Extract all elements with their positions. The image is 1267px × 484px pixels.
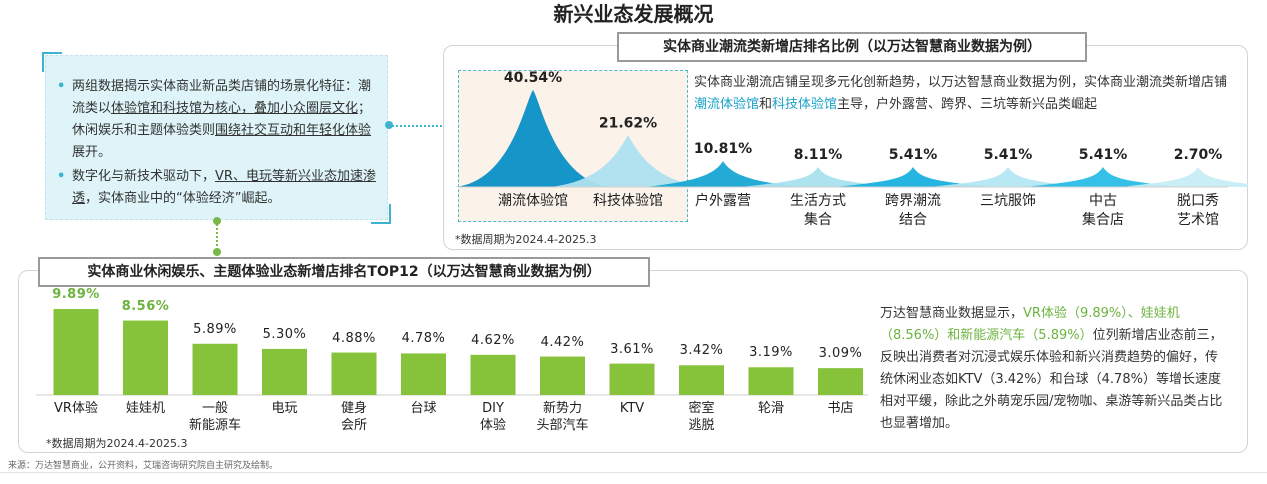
trend-chart: 40.54% 21.62% 10.81% 8.11% 5.41% 5.41% 5.41% 2.… (455, 70, 1248, 188)
bar-value-label: 3.19% (749, 345, 793, 361)
bar-category-label: 健身 (340, 401, 367, 416)
bar-category-label: 一般 (201, 401, 228, 416)
bracket-top-left (42, 52, 62, 72)
bar-value-label: 4.78% (401, 331, 446, 347)
summary-bullet-2: 数字化与新技术驱动下，VR、电玩等新兴业态加速渗透，实体商业中的“体验经济”崛起… (57, 166, 377, 210)
peak-category-label: 中古 (1089, 193, 1117, 209)
peak-3 (740, 167, 896, 187)
peak-category-label: 三坑服饰 (980, 193, 1036, 209)
peak-value-label: 5.41% (889, 147, 938, 163)
bar-category-label: 电玩 (271, 401, 298, 416)
trend-panel-title: 实体商业潮流类新增店排名比例（以万达智慧商业数据为例） (617, 32, 1087, 62)
bar-category-label: 逃脱 (688, 418, 715, 433)
bar-value-label: 5.89% (193, 321, 237, 337)
bar-category-label: 新势力 (542, 401, 582, 416)
bar-4 (331, 352, 377, 395)
bar-value-label: 4.62% (471, 332, 515, 348)
bar-10 (748, 367, 794, 395)
peak-category-label: 结合 (899, 212, 927, 228)
connector-line-right (389, 125, 453, 127)
peak-category-label: 集合 (804, 212, 832, 228)
bar-5 (401, 353, 446, 395)
connector-line-down (216, 221, 218, 253)
bar-category-label: 密室 (688, 401, 715, 416)
trend-description: 实体商业潮流店铺呈现多元化创新趋势，以万达智慧商业数据为例，实体商业潮流类新增店… (694, 75, 1228, 112)
summary-bullet-1: 两组数据揭示实体商业新品类店铺的场景化特征：潮流类以体验馆和科技馆为核心，叠加小… (57, 76, 377, 164)
summary-box: 两组数据揭示实体商业新品类店铺的场景化特征：潮流类以体验馆和科技馆为核心，叠加小… (45, 55, 388, 220)
page-title: 新兴业态发展概况 (553, 2, 714, 26)
source-note: 来源：万达智慧商业，公开资料，艾瑞咨询研究院自主研究及绘制。 (8, 461, 279, 471)
bar-category-label: 台球 (410, 401, 437, 416)
peak-category-label: 脱口秀 (1177, 193, 1219, 209)
peak-category-label: 艺术馆 (1177, 212, 1219, 228)
leisure-bar-chart (36, 309, 868, 396)
peak-0 (455, 90, 611, 187)
highlight-box (458, 70, 688, 222)
footer-divider (0, 472, 1267, 473)
peak-value-label: 10.81% (694, 141, 752, 157)
bar-value-label: 3.09% (818, 346, 863, 362)
bar-7 (540, 356, 585, 395)
peak-category-label: 科技体验馆 (593, 193, 663, 209)
bar-category-label: KTV (619, 401, 645, 416)
peak-category-label: 跨界潮流 (885, 193, 941, 209)
bar-category-label: 会所 (340, 418, 367, 433)
bar-8 (609, 363, 655, 395)
peak-value-label: 2.70% (1174, 147, 1223, 163)
leisure-panel-title: 实体商业休闲娱乐、主题体验业态新增店排名TOP12（以万达智慧商业数据为例） (38, 257, 650, 287)
bar-category-label: 体验 (479, 418, 506, 433)
peak-value-label: 40.54% (504, 70, 562, 86)
peak-value-label: 5.41% (1079, 147, 1128, 163)
bar-category-label: 书店 (827, 401, 854, 416)
trend-note: *数据周期为2024.4-2025.3 (455, 233, 597, 246)
bar-1 (123, 320, 168, 395)
peak-category-label: 潮流体验馆 (498, 193, 568, 209)
peak-6 (1025, 167, 1181, 187)
connector-dot (213, 248, 221, 256)
bar-category-label: 娃娃机 (125, 401, 165, 416)
bar-category-label: DIY (482, 401, 504, 416)
connector-dot (385, 121, 393, 129)
bar-value-label: 5.30% (262, 326, 307, 342)
leisure-description: 万达智慧商业数据显示，VR体验（9.89%）、娃娃机（8.56%）和新能源汽车（… (880, 306, 1223, 431)
bar-3 (262, 348, 307, 395)
bar-9 (679, 365, 724, 395)
bar-6 (470, 354, 516, 395)
bar-11 (818, 368, 863, 395)
bar-category-label: 新能源车 (188, 418, 241, 433)
bracket-bottom-right (371, 204, 391, 224)
bar-category-label: VR体验 (54, 401, 98, 416)
bar-0 (53, 309, 99, 395)
leisure-note: *数据周期为2024.4-2025.3 (46, 437, 188, 450)
peak-value-label: 5.41% (984, 147, 1033, 163)
bar-value-label: 4.42% (540, 334, 585, 350)
peak-2 (645, 161, 801, 187)
peak-value-label: 8.11% (794, 147, 843, 163)
peak-1 (550, 135, 706, 187)
bar-value-label: 9.89% (52, 287, 100, 302)
bar-category-label: 轮滑 (757, 401, 784, 416)
peak-5 (930, 167, 1086, 187)
peak-value-label: 21.62% (599, 115, 657, 131)
bar-value-label: 3.42% (679, 343, 724, 359)
peak-category-label: 集合店 (1082, 212, 1124, 228)
bar-category-label: 头部汽车 (536, 418, 589, 433)
peak-7 (1120, 167, 1248, 187)
bar-value-label: 3.61% (610, 341, 654, 357)
peak-4 (835, 167, 991, 187)
peak-category-label: 户外露营 (695, 193, 751, 209)
bar-2 (192, 343, 238, 395)
bar-value-label: 8.56% (121, 298, 170, 314)
peak-category-label: 生活方式 (790, 193, 846, 209)
bar-value-label: 4.88% (332, 330, 376, 346)
connector-dot (213, 217, 221, 225)
